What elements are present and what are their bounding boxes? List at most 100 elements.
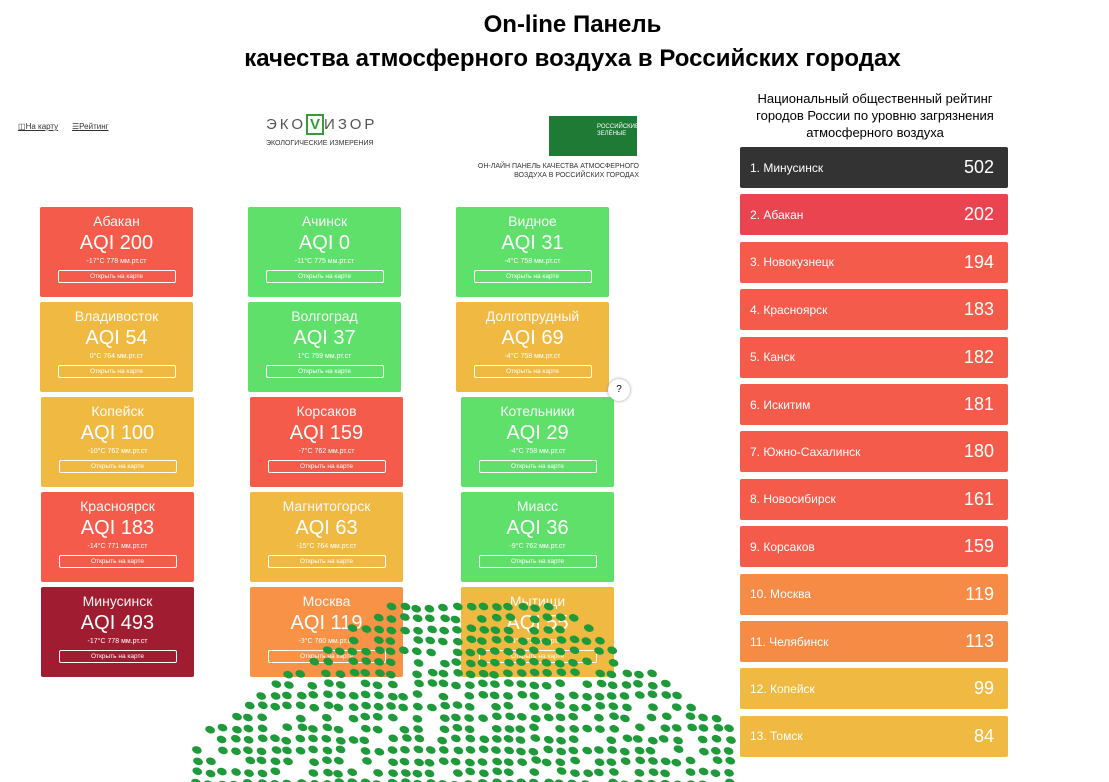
title: On-line Панель качества атмосферного возд…: [0, 8, 1109, 76]
decoration-dot: [452, 625, 462, 634]
decoration-dot: [192, 746, 202, 754]
open-map-button[interactable]: Открыть на карте: [265, 270, 384, 283]
decoration-dot: [438, 692, 449, 701]
decoration-dot: [478, 602, 489, 611]
open-map-button[interactable]: Открыть на карте: [473, 270, 592, 283]
decoration-dot: [503, 647, 514, 656]
decoration-dot: [271, 680, 282, 688]
decoration-dot: [697, 735, 708, 744]
decoration-dot: [335, 647, 345, 656]
decoration-dot: [647, 779, 657, 782]
decoration-dot: [309, 657, 320, 666]
decoration-dot: [606, 692, 617, 700]
decoration-dot: [543, 602, 554, 611]
open-map-button[interactable]: Открыть на карте: [267, 555, 386, 568]
decoration-dot: [529, 681, 540, 690]
score: 159: [963, 536, 994, 557]
open-map-button[interactable]: Открыть на карте: [57, 365, 176, 378]
decoration-dot: [582, 692, 593, 701]
city-name: 11. Челябинск: [750, 634, 829, 649]
decoration-dot: [205, 725, 215, 734]
rating-link-text[interactable]: Рейтинг: [79, 122, 109, 131]
aqi: AQI 55: [506, 612, 569, 634]
score: 161: [963, 488, 994, 509]
decoration-dot: [256, 692, 267, 700]
decoration-dot: [230, 734, 241, 743]
decoration-dot: [541, 637, 552, 646]
greens-name: РОССИЙСКИЕ ЗЕЛЁНЫЕ: [597, 124, 639, 137]
decoration-dot: [568, 658, 578, 667]
open-map-button[interactable]: Открыть на карте: [478, 460, 597, 473]
logo-text: ИЗОР: [324, 116, 378, 133]
decoration-dot: [504, 725, 515, 733]
decoration-dot: [465, 648, 476, 657]
decoration-dot: [386, 626, 397, 635]
open-map-button[interactable]: Открыть на карте: [57, 270, 176, 283]
decoration-dot: [477, 637, 487, 645]
decoration-dot: [465, 758, 475, 767]
help-button[interactable]: ?: [608, 379, 630, 401]
logo-text: ЭКО: [266, 116, 307, 133]
map-link[interactable]: ◫На карту: [18, 122, 59, 131]
decoration-dot: [673, 736, 683, 745]
rating-link[interactable]: ☰Рейтинг: [72, 122, 109, 131]
score: 99: [973, 678, 994, 699]
decoration-dot: [450, 615, 461, 624]
decoration-dot: [425, 746, 436, 754]
aqi: AQI 0: [298, 232, 351, 254]
decoration-dot: [556, 736, 566, 745]
decoration-dot: [555, 613, 566, 621]
decoration-dot: [385, 637, 396, 645]
open-map-button[interactable]: Открыть на карте: [58, 555, 177, 568]
ranking-row: 8. Новосибирск 161: [740, 478, 1008, 520]
decoration-dot: [595, 725, 605, 733]
decoration-dot: [529, 778, 539, 782]
decoration-dot: [323, 657, 333, 666]
decoration-dot: [609, 712, 619, 720]
weather: -10°C 762 мм.рт.ст: [87, 448, 148, 455]
decoration-dot: [412, 769, 423, 778]
decoration-dot: [361, 657, 372, 665]
decoration-dot: [503, 679, 514, 687]
decoration-dot: [243, 724, 254, 733]
decoration-dot: [427, 625, 438, 634]
score: 119: [965, 583, 994, 604]
decoration-dot: [673, 745, 684, 753]
decoration-dot: [424, 604, 435, 613]
score: 502: [963, 157, 994, 177]
decoration-dot: [465, 681, 475, 689]
city-card: Долгопрудный AQI 69 -4°C 758 мм.рт.ст Откры…: [456, 302, 609, 392]
ranking-row: 12. Копейск 99: [740, 668, 1008, 710]
open-map-button[interactable]: Открыть на карте: [58, 650, 177, 663]
decoration-dot: [465, 670, 476, 679]
open-map-button[interactable]: Открыть на карте: [267, 460, 386, 473]
open-map-button[interactable]: Открыть на карте: [265, 365, 384, 378]
decoration-dot: [438, 757, 449, 765]
decoration-dot: [375, 669, 385, 677]
decoration-dot: [360, 712, 371, 721]
decoration-dot: [335, 670, 346, 678]
decoration-dot: [647, 669, 657, 678]
decoration-dot: [555, 679, 566, 687]
weather: 1°C 759 мм.рт.ст: [297, 353, 352, 360]
ranking-row: 10. Москва 119: [740, 573, 1008, 615]
open-map-button[interactable]: Открыть на карте: [473, 365, 592, 378]
decoration-dot: [335, 736, 346, 745]
decoration-dot: [543, 745, 554, 754]
map-link-text[interactable]: На карту: [25, 122, 59, 131]
open-map-button[interactable]: Открыть на карте: [478, 555, 597, 568]
decoration-dot: [569, 646, 580, 655]
decoration-dot: [295, 734, 306, 743]
decoration-dot: [385, 647, 396, 656]
decoration-dot: [556, 767, 567, 775]
aqi: AQI 31: [501, 232, 564, 254]
decoration-dot: [374, 747, 385, 756]
aqi: AQI 29: [506, 422, 569, 444]
city-name: 8. Новосибирск: [750, 492, 836, 507]
decoration-dot: [541, 681, 552, 690]
decoration-dot: [594, 692, 605, 701]
decoration-dot: [646, 713, 657, 722]
decoration-dot: [711, 734, 722, 743]
decoration-dot: [438, 603, 448, 612]
open-map-button[interactable]: Открыть на карте: [58, 460, 177, 473]
